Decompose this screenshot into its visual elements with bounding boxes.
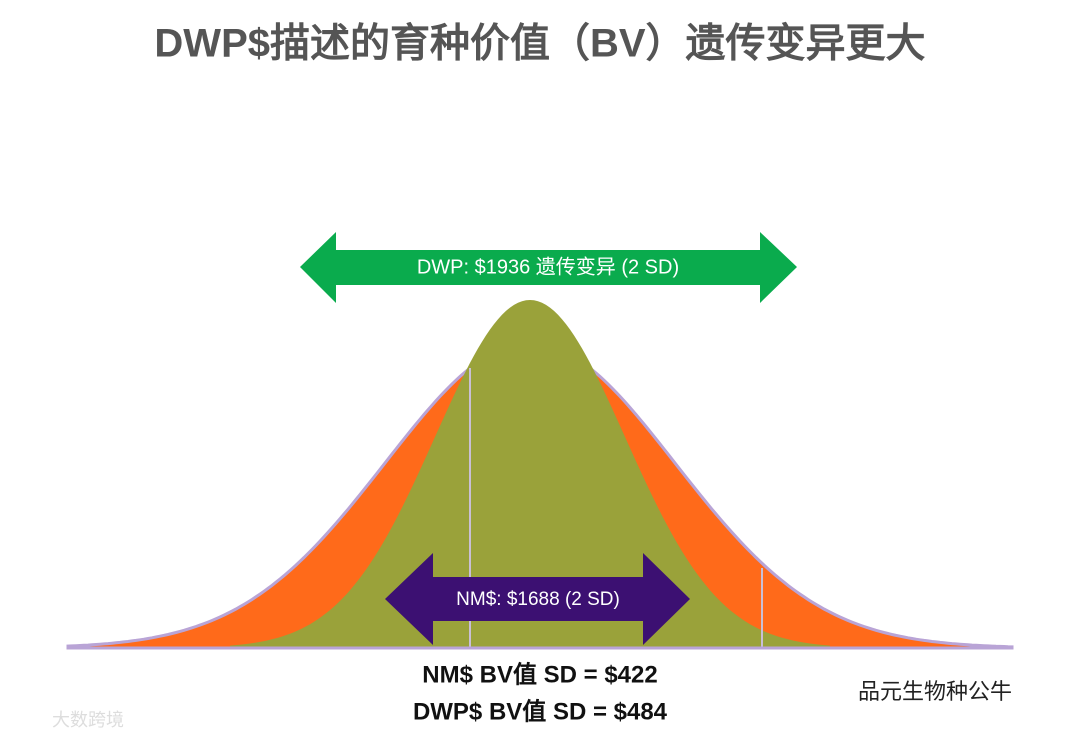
dwp-arrow-label: DWP: $1936 遗传变异 (2 SD) bbox=[417, 255, 679, 278]
footer-line: NM$ BV值 SD = $422 bbox=[422, 660, 657, 688]
watermark: 大数跨境 bbox=[52, 710, 124, 730]
title: DWP$描述的育种价值（BV）遗传变异更大 bbox=[154, 22, 925, 66]
dwp-arrow bbox=[300, 232, 797, 303]
inner-curve bbox=[230, 300, 830, 648]
footer-line: DWP$ BV值 SD = $484 bbox=[413, 697, 668, 725]
nm-arrow bbox=[385, 553, 690, 645]
watermark: 品元生物种公牛 bbox=[858, 679, 1012, 704]
nm-arrow-label: NM$: $1688 (2 SD) bbox=[456, 589, 620, 610]
